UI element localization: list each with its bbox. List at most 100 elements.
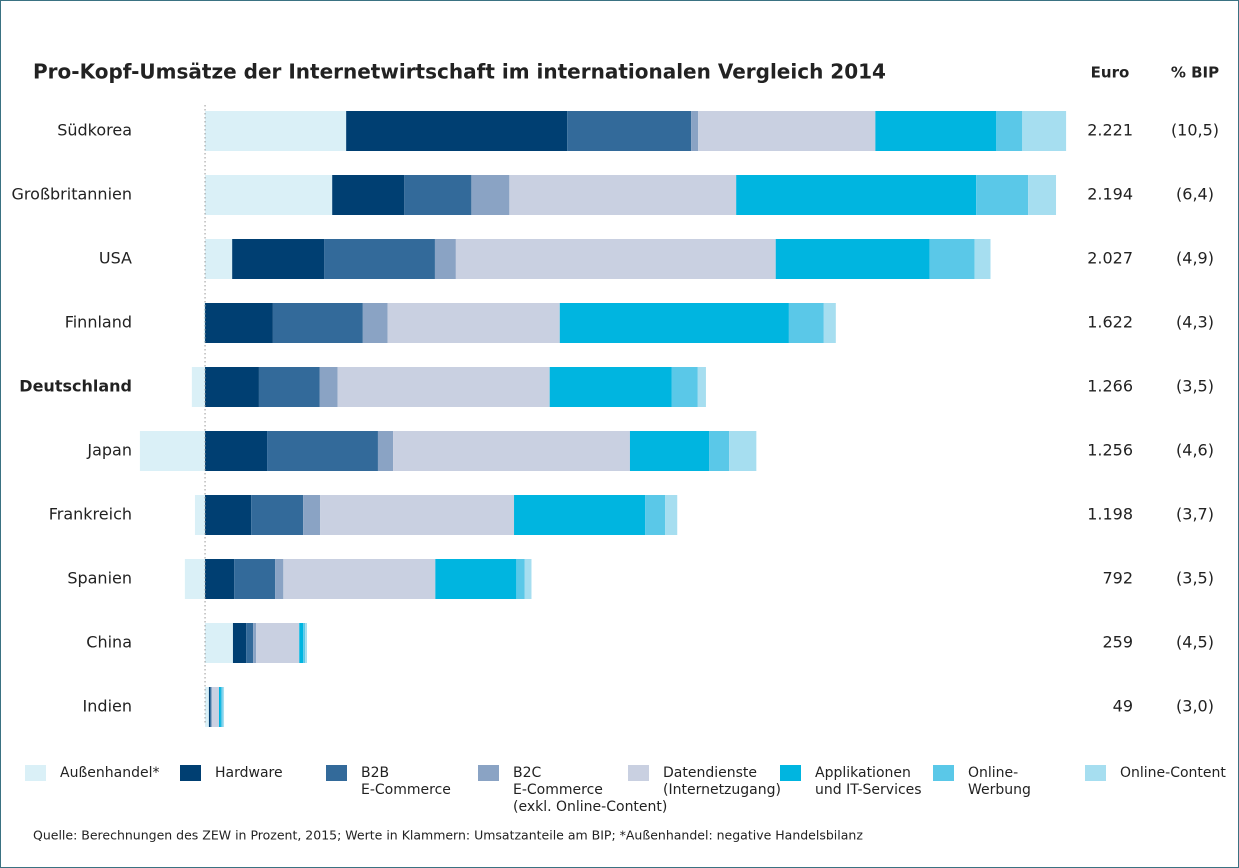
legend-label: B2B E-Commerce: [361, 765, 451, 798]
bar-segment: [205, 687, 209, 727]
bar-segment: [253, 623, 257, 663]
legend-label: Applikationen und IT-Services: [815, 765, 922, 798]
bar-segment: [671, 367, 698, 407]
bar-segment: [346, 111, 568, 151]
bar-segment: [320, 495, 515, 535]
bar-segment: [1022, 111, 1067, 151]
bar-segment: [514, 495, 646, 535]
bar-segment: [698, 111, 876, 151]
bar-segment: [516, 559, 525, 599]
euro-label: 2.194: [1087, 185, 1133, 204]
bar-segment: [303, 623, 306, 663]
bar-segment: [210, 687, 212, 727]
category-label: Spanien: [67, 569, 132, 588]
bar-segment: [205, 431, 268, 471]
bar-segment: [191, 367, 206, 407]
bar-segment: [709, 431, 730, 471]
bar-segment: [435, 559, 517, 599]
bar-segment: [205, 367, 259, 407]
bar-segment: [1028, 175, 1057, 215]
bar-segment: [996, 111, 1023, 151]
bar-segment: [393, 431, 630, 471]
legend-swatch: [180, 765, 201, 781]
legend-label: Online-Content: [1120, 765, 1226, 781]
bip-label: (3,5): [1176, 569, 1214, 588]
category-label: Südkorea: [57, 121, 132, 140]
bar-segment: [222, 687, 225, 727]
bip-label: (4,9): [1176, 249, 1214, 268]
bip-label: (6,4): [1176, 185, 1214, 204]
legend-label: Außenhandel*: [60, 765, 159, 781]
bip-label: (4,6): [1176, 441, 1214, 460]
legend-swatch: [933, 765, 954, 781]
bar-segment: [251, 495, 304, 535]
bar-segment: [736, 175, 977, 215]
bar-segment: [524, 559, 532, 599]
bar-segment: [509, 175, 737, 215]
bar-segment: [434, 239, 456, 279]
bar-segment: [823, 303, 836, 343]
bar-segment: [697, 367, 706, 407]
bar-segment: [303, 495, 321, 535]
bar-segment: [275, 559, 284, 599]
bar-segment: [208, 687, 211, 727]
bar-segment: [184, 559, 206, 599]
bip-label: (4,3): [1176, 313, 1214, 332]
bar-segment: [875, 111, 997, 151]
bar-segment: [691, 111, 699, 151]
bar-segment: [205, 111, 347, 151]
legend-swatch: [780, 765, 801, 781]
euro-label: 1.256: [1087, 441, 1133, 460]
bar-segment: [645, 495, 666, 535]
bar-segment: [232, 239, 325, 279]
bar-segment: [729, 431, 757, 471]
bar-segment: [258, 367, 320, 407]
bar-segment: [246, 623, 254, 663]
category-label: USA: [99, 249, 132, 268]
bar-segment: [267, 431, 378, 471]
bar-segment: [775, 239, 930, 279]
bar-segment: [324, 239, 435, 279]
category-label: China: [86, 633, 132, 652]
bar-segment: [205, 559, 235, 599]
bar-segment: [256, 623, 300, 663]
category-label: Großbritannien: [12, 185, 132, 204]
legend-swatch: [25, 765, 46, 781]
bar-segment: [332, 175, 405, 215]
bip-label: (3,7): [1176, 505, 1214, 524]
bar-segment: [272, 303, 363, 343]
bar-segment: [205, 495, 252, 535]
category-label: Deutschland: [19, 377, 132, 396]
legend-label: Hardware: [215, 765, 283, 781]
bar-segment: [629, 431, 710, 471]
bip-label: (10,5): [1171, 121, 1219, 140]
bar-segment: [211, 687, 213, 727]
bar-segment: [218, 687, 221, 727]
column-header: Euro: [1091, 64, 1130, 82]
bar-segment: [377, 431, 394, 471]
euro-label: 1.622: [1087, 313, 1133, 332]
bar-segment: [283, 559, 436, 599]
bar-segment: [337, 367, 550, 407]
legend-swatch: [326, 765, 347, 781]
bar-segment: [205, 175, 333, 215]
bar-segment: [232, 623, 247, 663]
bar-segment: [387, 303, 560, 343]
bar-segment: [203, 303, 206, 343]
bar-segment: [305, 623, 308, 663]
category-label: Japan: [86, 441, 132, 460]
bar-segment: [471, 175, 510, 215]
euro-label: 1.198: [1087, 505, 1133, 524]
bip-label: (3,5): [1176, 377, 1214, 396]
bar-segment: [205, 623, 233, 663]
bar-segment: [220, 687, 223, 727]
bar-segment: [788, 303, 824, 343]
euro-label: 2.221: [1087, 121, 1133, 140]
bar-segment: [205, 303, 273, 343]
bar-segment: [976, 175, 1029, 215]
bar-segment: [974, 239, 991, 279]
bar-segment: [404, 175, 472, 215]
bar-segment: [362, 303, 388, 343]
bar-segment: [194, 495, 206, 535]
